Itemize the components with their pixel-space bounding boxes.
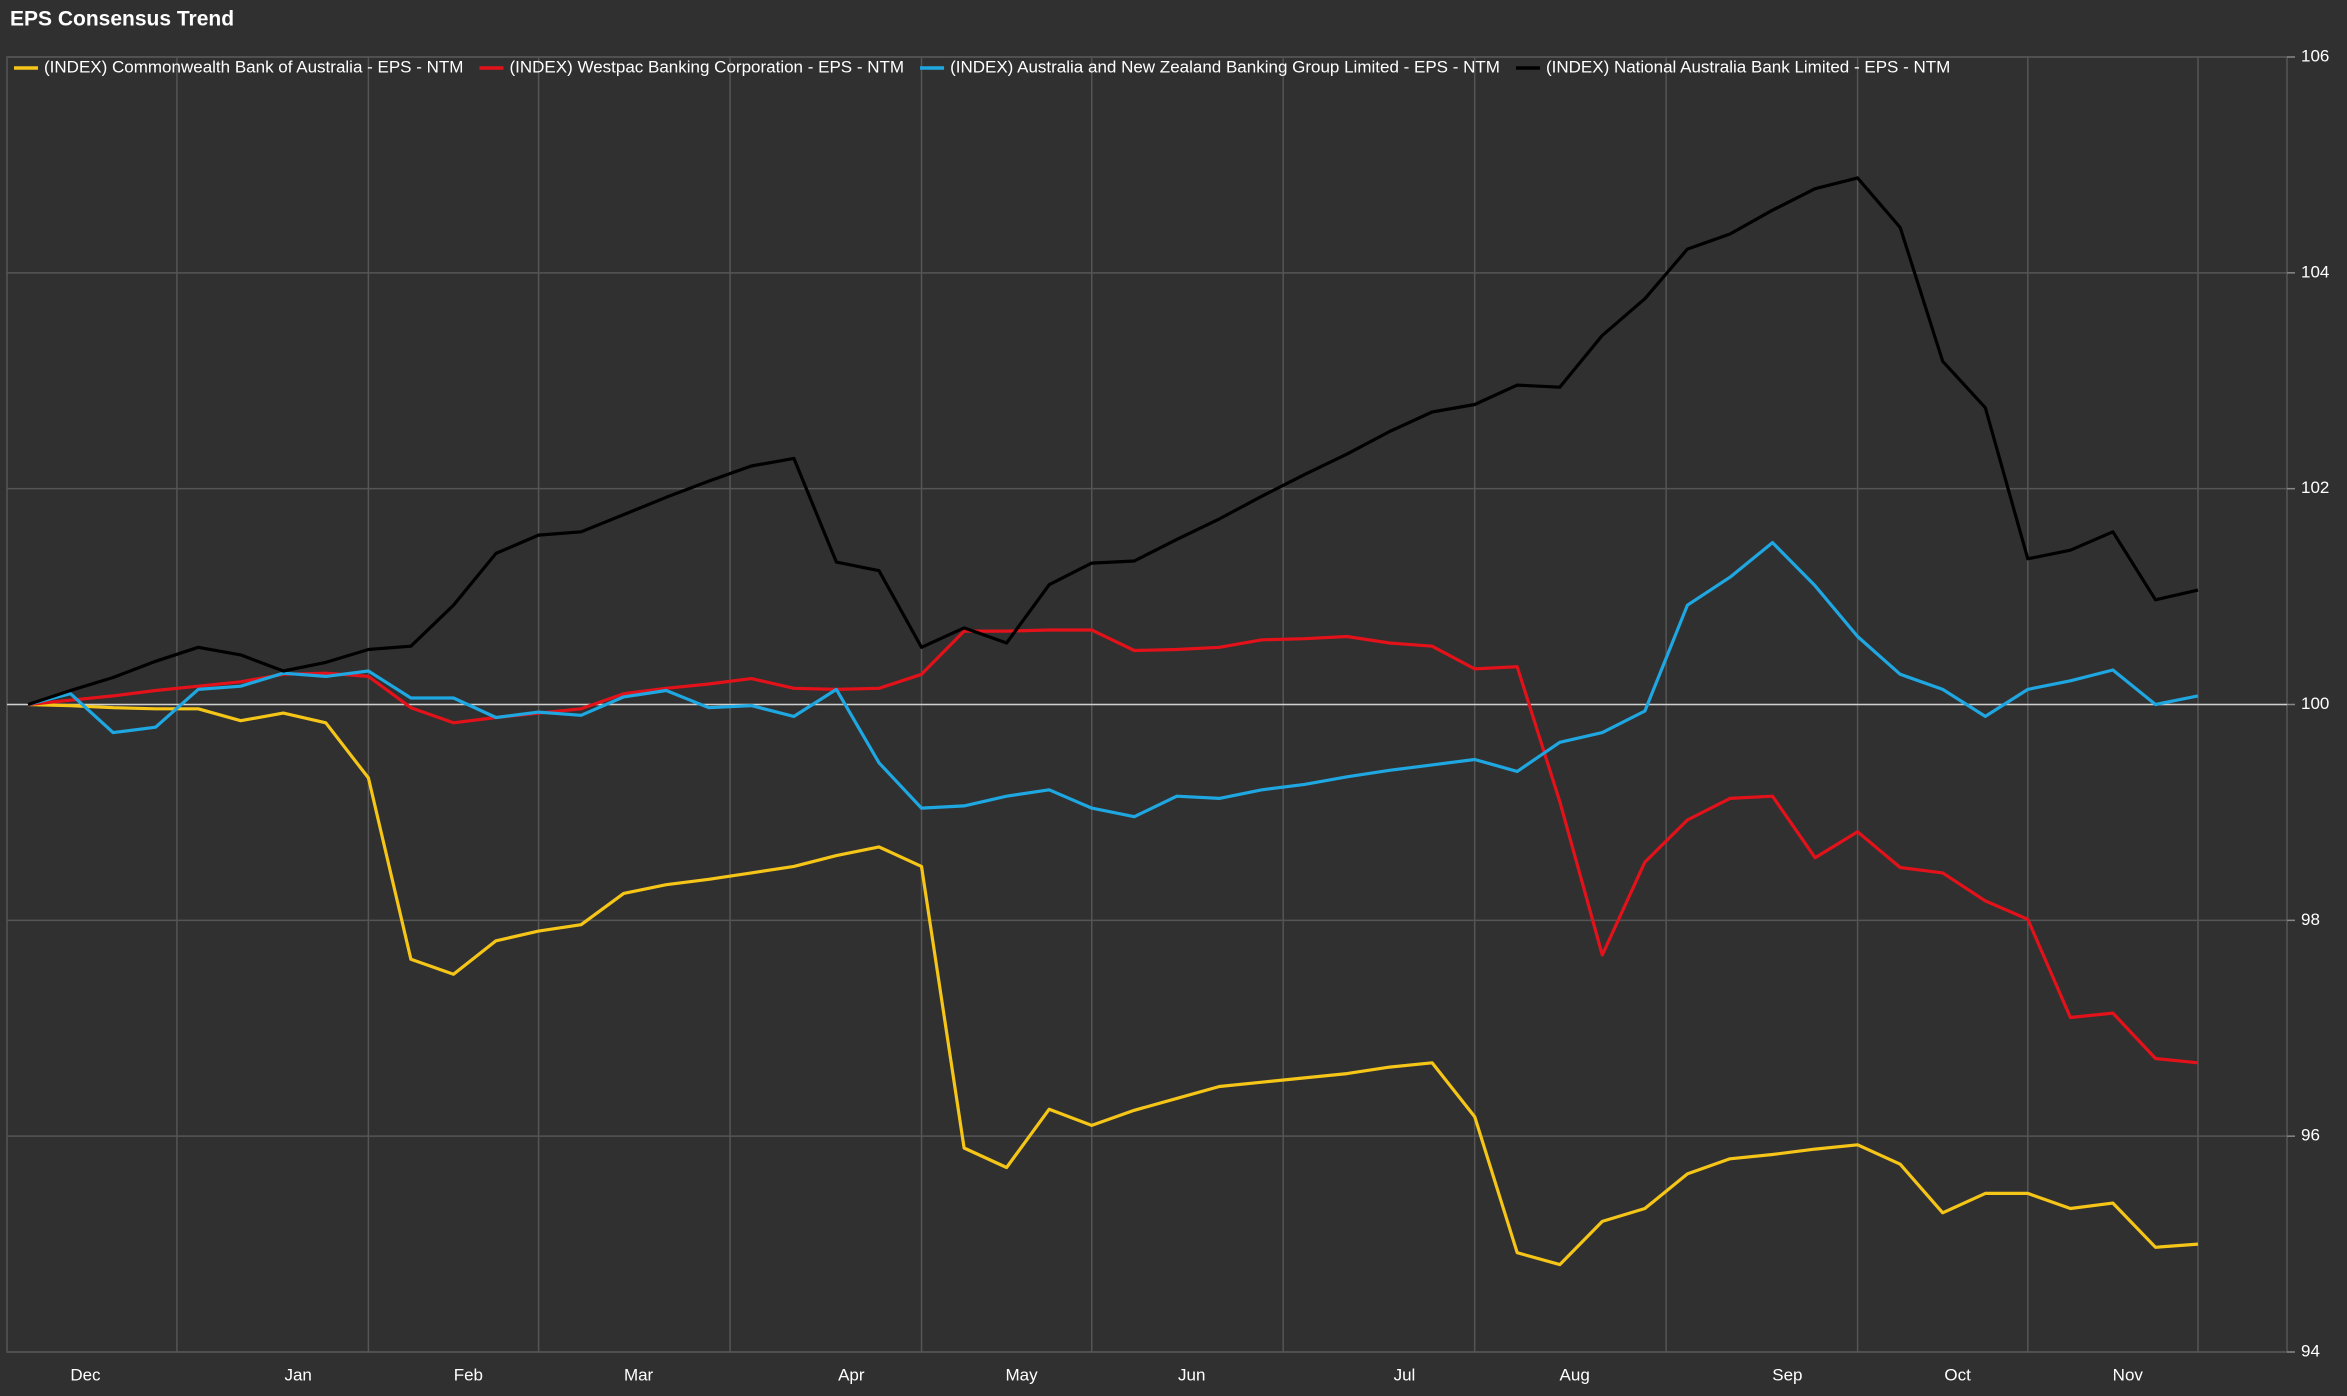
legend-label: (INDEX) Commonwealth Bank of Australia -… xyxy=(44,57,463,76)
x-tick-label: Jan xyxy=(284,1365,311,1384)
y-tick-label: 104 xyxy=(2301,262,2329,281)
legend-label: (INDEX) National Australia Bank Limited … xyxy=(1546,57,1950,76)
series-line xyxy=(27,176,2199,707)
x-tick-label: Feb xyxy=(454,1365,483,1384)
series-line xyxy=(27,628,2199,1065)
legend-label: (INDEX) Westpac Banking Corporation - EP… xyxy=(509,57,904,76)
y-tick-label: 96 xyxy=(2301,1126,2320,1145)
series-line xyxy=(27,541,2199,819)
x-tick-label: Apr xyxy=(838,1365,865,1384)
x-tick-label: Nov xyxy=(2113,1365,2144,1384)
x-tick-label: May xyxy=(1005,1365,1038,1384)
y-tick-label: 98 xyxy=(2301,910,2320,929)
series-line xyxy=(27,702,2199,1267)
x-tick-label: Mar xyxy=(624,1365,654,1384)
x-tick-label: Oct xyxy=(1944,1365,1971,1384)
x-tick-label: Aug xyxy=(1560,1365,1590,1384)
x-tick-label: Jun xyxy=(1178,1365,1205,1384)
legend-label: (INDEX) Australia and New Zealand Bankin… xyxy=(950,57,1500,76)
x-tick-label: Dec xyxy=(70,1365,101,1384)
y-tick-label: 100 xyxy=(2301,694,2329,713)
x-tick-label: Sep xyxy=(1772,1365,1802,1384)
chart-title: EPS Consensus Trend xyxy=(10,8,234,31)
y-tick-label: 102 xyxy=(2301,478,2329,497)
y-tick-label: 106 xyxy=(2301,46,2329,65)
y-tick-label: 94 xyxy=(2301,1341,2320,1360)
x-tick-label: Jul xyxy=(1394,1365,1416,1384)
